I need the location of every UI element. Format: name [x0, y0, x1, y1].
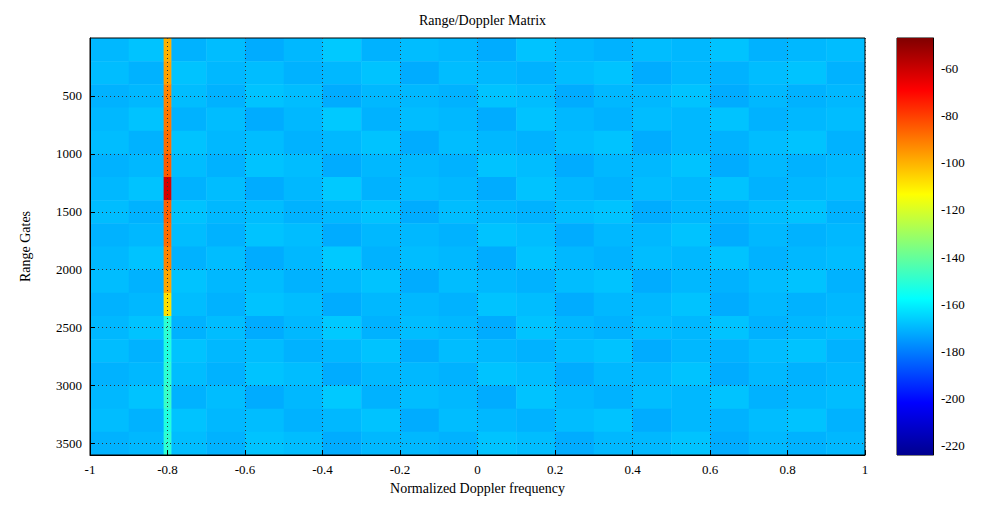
svg-text:-60: -60 — [941, 61, 958, 76]
svg-text:1000: 1000 — [56, 146, 82, 161]
svg-text:2000: 2000 — [56, 262, 82, 277]
svg-text:-200: -200 — [941, 391, 965, 406]
svg-text:0.8: 0.8 — [779, 462, 795, 477]
svg-text:0: 0 — [474, 462, 481, 477]
svg-text:0.4: 0.4 — [624, 462, 641, 477]
svg-text:Normalized Doppler frequency: Normalized Doppler frequency — [390, 481, 565, 496]
svg-text:2500: 2500 — [56, 320, 82, 335]
svg-text:-140: -140 — [941, 250, 965, 265]
svg-text:1: 1 — [862, 462, 869, 477]
svg-text:Range/Doppler Matrix: Range/Doppler Matrix — [419, 13, 546, 28]
svg-text:1500: 1500 — [56, 204, 82, 219]
svg-text:-180: -180 — [941, 344, 965, 359]
svg-text:-0.4: -0.4 — [312, 462, 333, 477]
svg-text:Range Gates: Range Gates — [18, 211, 33, 282]
svg-text:-1: -1 — [85, 462, 96, 477]
svg-text:-0.6: -0.6 — [235, 462, 256, 477]
svg-text:-0.8: -0.8 — [157, 462, 178, 477]
svg-text:3500: 3500 — [56, 436, 82, 451]
svg-text:-120: -120 — [941, 202, 965, 217]
svg-text:-80: -80 — [941, 108, 958, 123]
svg-text:-220: -220 — [941, 438, 965, 453]
svg-text:0.2: 0.2 — [547, 462, 563, 477]
svg-text:-0.2: -0.2 — [390, 462, 411, 477]
svg-text:3000: 3000 — [56, 378, 82, 393]
svg-text:-100: -100 — [941, 155, 965, 170]
svg-text:-160: -160 — [941, 297, 965, 312]
svg-text:500: 500 — [63, 88, 83, 103]
svg-text:0.6: 0.6 — [702, 462, 719, 477]
